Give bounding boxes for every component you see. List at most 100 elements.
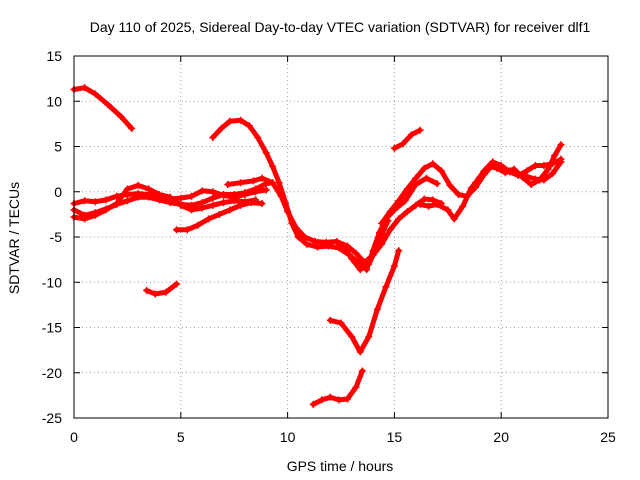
data-point — [429, 160, 437, 168]
data-point — [155, 190, 163, 198]
data-point — [151, 290, 159, 298]
data-point — [113, 200, 121, 208]
data-point — [356, 266, 364, 274]
series-track-11 — [326, 247, 403, 356]
data-point — [198, 204, 206, 212]
data-point — [352, 249, 360, 257]
data-point — [403, 208, 411, 216]
data-point — [531, 162, 539, 170]
y-tick-label: -20 — [42, 365, 62, 381]
y-tick-label: 10 — [46, 93, 62, 109]
data-point — [220, 199, 228, 207]
data-point — [262, 149, 270, 157]
data-point — [324, 242, 332, 250]
data-point — [459, 202, 467, 210]
data-point — [81, 215, 89, 223]
data-point — [420, 195, 428, 203]
data-point — [373, 305, 381, 313]
chart-title: Day 110 of 2025, Sidereal Day-to-day VTE… — [90, 19, 591, 35]
data-point — [514, 171, 522, 179]
data-point — [506, 168, 514, 176]
data-point — [237, 179, 245, 187]
data-point — [294, 233, 302, 241]
x-axis-label: GPS time / hours — [287, 458, 394, 474]
y-tick-label: 0 — [54, 184, 62, 200]
data-point — [104, 101, 112, 109]
data-point — [425, 202, 433, 210]
data-point — [81, 197, 89, 205]
data-point — [399, 140, 407, 148]
series-line — [334, 218, 391, 273]
data-point — [395, 215, 403, 223]
x-tick-label: 0 — [70, 429, 78, 445]
data-point — [177, 201, 185, 209]
series-track-10 — [390, 126, 424, 152]
data-point — [166, 193, 174, 201]
data-point — [401, 197, 409, 205]
series-track-5 — [70, 181, 260, 223]
data-point — [382, 283, 390, 291]
series-line — [391, 127, 423, 151]
data-point — [134, 181, 142, 189]
y-tick-label: -25 — [42, 410, 62, 426]
data-point — [412, 174, 420, 182]
data-point — [183, 226, 191, 234]
data-point — [241, 190, 249, 198]
data-point — [145, 185, 153, 193]
data-point — [288, 219, 296, 227]
data-point — [356, 348, 364, 356]
data-point — [536, 176, 544, 184]
data-point — [444, 206, 452, 214]
data-point — [226, 117, 234, 125]
data-point — [378, 230, 386, 238]
data-point — [269, 162, 277, 170]
data-point — [420, 164, 428, 172]
series-line — [144, 281, 179, 297]
data-point — [326, 393, 334, 401]
data-point — [258, 174, 266, 182]
data-point — [237, 201, 245, 209]
data-point — [497, 162, 505, 170]
data-point — [433, 200, 441, 208]
data-point — [378, 219, 386, 227]
x-tick-label: 15 — [387, 429, 403, 445]
y-axis-label: SDTVAR / TECUs — [6, 182, 22, 294]
data-point — [198, 187, 206, 195]
series-track-6 — [173, 199, 266, 234]
data-point — [91, 211, 99, 219]
data-point — [177, 194, 185, 202]
data-point — [187, 192, 195, 200]
data-point — [352, 383, 360, 391]
data-point — [209, 201, 217, 209]
data-point — [365, 333, 373, 341]
data-point — [143, 286, 151, 294]
data-point — [472, 179, 480, 187]
series-track-2 — [143, 280, 181, 298]
y-tick-label: -10 — [42, 274, 62, 290]
data-point — [395, 247, 403, 255]
data-point — [422, 174, 430, 182]
y-tick-label: -15 — [42, 320, 62, 336]
data-point — [386, 208, 394, 216]
data-point — [254, 133, 262, 141]
data-point — [335, 396, 343, 404]
data-point — [416, 200, 424, 208]
data-point — [540, 162, 548, 170]
data-point — [303, 240, 311, 248]
data-point — [91, 90, 99, 98]
series-line — [417, 142, 564, 222]
data-point — [390, 262, 398, 270]
data-point — [371, 247, 379, 255]
data-point — [407, 131, 415, 139]
data-point — [314, 243, 322, 251]
data-point — [247, 199, 255, 207]
data-point — [386, 226, 394, 234]
data-point — [217, 124, 225, 132]
data-point — [557, 141, 565, 149]
data-point — [337, 319, 345, 327]
data-point — [365, 260, 373, 268]
data-point — [205, 215, 213, 223]
y-tick-label: 15 — [46, 48, 62, 64]
x-tick-label: 25 — [600, 429, 616, 445]
